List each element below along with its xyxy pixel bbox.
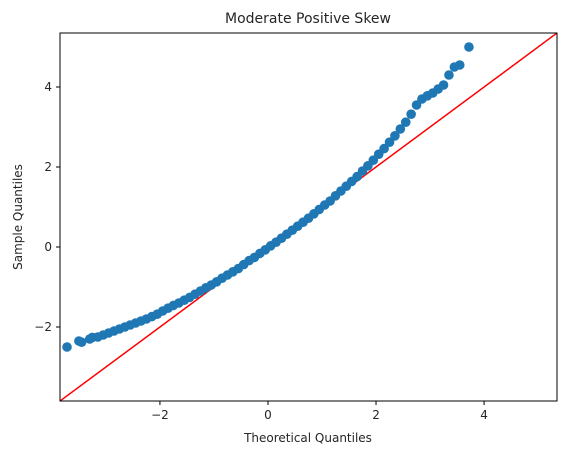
x-tick-label: −2 bbox=[151, 408, 169, 422]
x-tick-label: 0 bbox=[264, 408, 272, 422]
data-point bbox=[444, 70, 454, 80]
data-point bbox=[438, 80, 449, 90]
data-point bbox=[464, 42, 474, 52]
x-tick-label: 4 bbox=[480, 408, 488, 422]
y-tick-label: 0 bbox=[44, 240, 52, 254]
data-point bbox=[384, 137, 395, 147]
plot-frame bbox=[59, 32, 558, 402]
y-tick-label: 2 bbox=[44, 160, 52, 174]
data-point bbox=[76, 337, 87, 348]
y-tick-label: −2 bbox=[34, 320, 52, 334]
x-tick-label: 2 bbox=[372, 408, 380, 422]
data-point bbox=[406, 109, 416, 119]
data-point bbox=[390, 131, 400, 141]
y-axis-ticks: −2 0 2 4 bbox=[34, 80, 60, 334]
data-point bbox=[62, 342, 72, 352]
data-point bbox=[379, 143, 389, 154]
x-axis-ticks: −2 0 2 4 bbox=[151, 401, 488, 422]
chart-title: Moderate Positive Skew bbox=[225, 11, 391, 27]
x-axis-label: Theoretical Quantiles bbox=[243, 431, 372, 445]
data-point bbox=[400, 117, 411, 127]
data-points-layer bbox=[62, 42, 474, 352]
y-tick-label: 4 bbox=[44, 80, 52, 94]
y-axis-label: Sample Quantiles bbox=[11, 164, 25, 270]
data-point bbox=[395, 124, 406, 134]
data-point bbox=[454, 60, 465, 70]
